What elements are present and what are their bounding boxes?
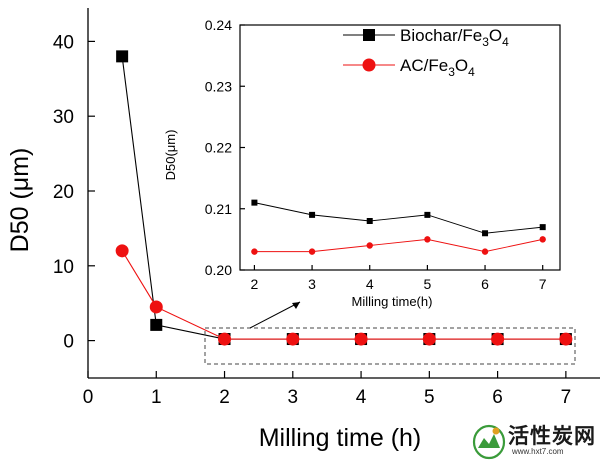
main-ticks: 0 1 2 3 4 5 6 7 0 10 20 30 40 xyxy=(53,32,571,408)
inset-plot-area xyxy=(239,24,561,271)
inset-x-tick-label: 7 xyxy=(539,276,547,292)
main-point-ac xyxy=(491,332,505,346)
main-series-line-1 xyxy=(121,250,566,340)
main-point-biochar xyxy=(150,318,163,331)
inset-point-biochar xyxy=(251,199,258,206)
main-y-tick-label: 40 xyxy=(53,32,74,53)
legend: Biochar/Fe3O4 AC/Fe3O4 xyxy=(343,26,509,79)
inset-series-line-1 xyxy=(254,238,543,253)
inset-x-axis-title: Milling time(h) xyxy=(352,294,433,309)
watermark: 活性炭网 www.hxt7.com xyxy=(472,420,600,461)
inset-point-biochar xyxy=(482,230,489,237)
inset-point-biochar xyxy=(424,211,431,218)
main-x-tick-label: 5 xyxy=(424,387,435,408)
zoom-region-box xyxy=(204,327,576,365)
inset-point-ac xyxy=(251,248,258,255)
main-point-ac xyxy=(422,332,436,346)
inset-point-biochar xyxy=(309,211,316,218)
inset-point-ac xyxy=(481,248,489,255)
main-x-tick-label: 2 xyxy=(219,387,230,408)
main-y-tick-label: 0 xyxy=(63,332,74,353)
main-point-ac xyxy=(286,332,300,346)
legend-marker-ac xyxy=(362,58,376,72)
main-point-ac xyxy=(218,332,232,346)
main-x-axis-title: Milling time (h) xyxy=(259,424,422,452)
main-x-tick-label: 0 xyxy=(83,387,94,408)
zoom-arrow-head xyxy=(292,302,300,309)
main-point-ac xyxy=(354,332,368,346)
inset-x-tick-label: 3 xyxy=(308,276,316,292)
main-x-tick-label: 1 xyxy=(151,387,162,408)
inset-y-tick-label: 0.24 xyxy=(205,17,232,33)
legend-label-ac: AC/Fe3O4 xyxy=(400,56,475,79)
legend-marker-biochar xyxy=(363,29,375,41)
main-point-ac xyxy=(115,244,129,258)
inset-y-tick-label: 0.21 xyxy=(205,201,232,217)
main-y-axis-title: D50 (μm) xyxy=(6,148,34,253)
main-y-tick-label: 10 xyxy=(53,257,74,278)
inset-point-ac xyxy=(539,236,546,243)
inset-series-line-0 xyxy=(254,202,543,234)
main-x-tick-label: 3 xyxy=(288,387,299,408)
inset-point-biochar xyxy=(539,224,546,231)
inset-x-tick-label: 5 xyxy=(423,276,431,292)
inset-series-group xyxy=(251,199,546,255)
watermark-text: 活性炭网 xyxy=(508,424,596,448)
main-series-group xyxy=(115,50,573,346)
inset-x-tick-label: 6 xyxy=(481,276,489,292)
inset-y-tick-label: 0.20 xyxy=(205,262,232,278)
main-point-biochar xyxy=(116,50,129,63)
main-point-ac xyxy=(559,332,573,346)
inset-point-ac xyxy=(366,242,373,249)
inset-y-tick-label: 0.23 xyxy=(205,78,232,94)
main-x-tick-label: 6 xyxy=(492,387,503,408)
zoom-arrow-line xyxy=(249,301,301,329)
inset-x-tick-label: 4 xyxy=(366,276,374,292)
main-point-ac xyxy=(149,300,163,314)
watermark-logo-icon xyxy=(472,424,506,460)
inset-x-tick-label: 2 xyxy=(251,276,259,292)
main-y-tick-label: 30 xyxy=(53,107,74,128)
watermark-url: www.hxt7.com xyxy=(512,447,564,456)
main-x-tick-label: 7 xyxy=(561,387,572,408)
inset-y-tick-label: 0.22 xyxy=(205,140,232,156)
inset-point-biochar xyxy=(366,218,373,224)
legend-label-biochar: Biochar/Fe3O4 xyxy=(400,26,509,49)
main-x-tick-label: 4 xyxy=(356,387,367,408)
inset-point-ac xyxy=(424,236,431,243)
inset-y-axis-title: D50(μm) xyxy=(163,130,178,181)
main-y-tick-label: 20 xyxy=(53,182,74,203)
inset-ticks: 2 3 4 5 6 7 0.20 0.21 0.22 0.23 0.24 xyxy=(205,17,547,292)
inset-point-ac xyxy=(308,248,316,255)
